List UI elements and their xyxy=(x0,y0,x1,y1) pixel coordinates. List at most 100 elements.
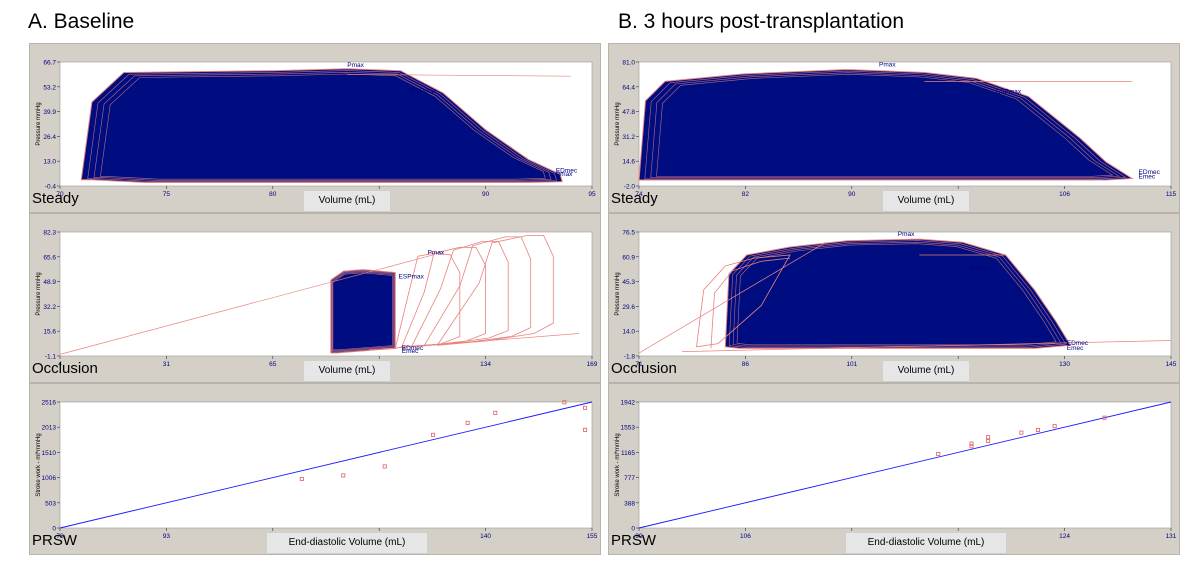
x-axis-label: Volume (mL) xyxy=(303,190,391,212)
x-tick-label: 169 xyxy=(587,361,598,368)
annotation-label: ESPmax xyxy=(399,274,425,281)
pv-loop xyxy=(80,68,563,183)
y-tick-label: 82.3 xyxy=(43,230,56,237)
y-tick-label: 503 xyxy=(45,500,56,507)
chart-svg-B-prsw: 038877711651553194299106112118124131Stro… xyxy=(615,400,1177,541)
y-tick-label: 388 xyxy=(624,500,635,507)
annotation-label: ESPmax xyxy=(411,88,437,95)
annotation-label: Emec xyxy=(402,348,419,355)
x-tick-label: 106 xyxy=(1059,191,1070,198)
reference-line xyxy=(682,340,1172,352)
y-tick-label: 14.6 xyxy=(622,159,635,166)
annotation-label: EDmec xyxy=(556,167,578,174)
chart-svg-B-occlusion: -1.814.029.645.360.976.57186101115130145… xyxy=(615,230,1177,369)
x-tick-label: 95 xyxy=(588,191,596,198)
reference-line xyxy=(59,254,435,355)
y-tick-label: 39.9 xyxy=(43,109,56,116)
annotation-label: Pmax xyxy=(347,62,364,69)
y-tick-label: 14.0 xyxy=(622,329,635,336)
x-tick-label: 115 xyxy=(1166,191,1177,198)
pv-loop-trace xyxy=(87,70,557,182)
pv-loop-outline xyxy=(423,236,532,346)
x-tick-label: 155 xyxy=(587,533,598,540)
data-point xyxy=(583,427,588,432)
y-tick-label: 15.6 xyxy=(43,329,56,336)
y-tick-label: -2.0 xyxy=(624,184,636,191)
y-axis-label: Pressure mmHg xyxy=(615,102,621,145)
y-axis-label: Stroke work - ml*mmHg xyxy=(36,433,42,496)
x-tick-label: 93 xyxy=(163,533,171,540)
data-point xyxy=(1035,428,1040,433)
y-tick-label: -1.1 xyxy=(45,354,57,361)
y-tick-label: 81.0 xyxy=(622,60,635,67)
y-tick-label: 65.6 xyxy=(43,254,56,261)
annotation-label: Pmax xyxy=(898,231,915,238)
y-tick-label: 60.9 xyxy=(622,254,635,261)
pv-loop-trace xyxy=(656,73,1114,177)
pv-loop-trace xyxy=(331,270,395,353)
y-tick-label: 53.2 xyxy=(43,84,56,91)
data-point xyxy=(936,452,941,457)
x-tick-label: 82 xyxy=(742,191,750,198)
x-axis-label: Volume (mL) xyxy=(882,190,970,212)
y-axis-label: Stroke work - ml*mmHg xyxy=(615,433,621,496)
y-tick-label: 1510 xyxy=(42,450,57,457)
reference-line xyxy=(369,333,580,351)
y-tick-label: 76.5 xyxy=(622,230,635,237)
pv-loop xyxy=(330,269,396,354)
fit-line xyxy=(59,401,593,529)
panel-tag: Steady xyxy=(32,190,79,207)
chart-svg-B-steady: -2.014.631.247.864.481.074829098106115Pr… xyxy=(615,60,1177,199)
y-tick-label: 26.4 xyxy=(43,134,56,141)
data-point xyxy=(1019,430,1024,435)
panel-tag: Occlusion xyxy=(32,360,98,377)
y-tick-label: 47.8 xyxy=(622,109,635,116)
pv-loop-outline xyxy=(696,254,791,348)
y-tick-label: 45.3 xyxy=(622,279,635,286)
y-tick-label: 777 xyxy=(624,475,635,482)
fit-line xyxy=(638,401,1172,529)
chart-panel-B-prsw: 038877711651553194299106112118124131Stro… xyxy=(608,383,1180,555)
pv-loop-trace xyxy=(650,72,1121,178)
pv-loop-trace xyxy=(732,241,1062,347)
x-tick-label: 75 xyxy=(163,191,171,198)
data-point xyxy=(431,432,436,437)
data-point xyxy=(986,435,991,440)
pv-loop xyxy=(724,238,1072,349)
x-tick-label: 70 xyxy=(56,191,64,198)
y-tick-label: 13.0 xyxy=(43,159,56,166)
x-tick-label: 140 xyxy=(480,533,491,540)
panel-tag: PRSW xyxy=(611,532,656,549)
y-tick-label: 0 xyxy=(631,526,635,533)
x-axis-label: Volume (mL) xyxy=(303,360,391,382)
panel-tag: Steady xyxy=(611,190,658,207)
y-tick-label: -0.4 xyxy=(45,184,57,191)
title-post-transplant: B. 3 hours post-transplantation xyxy=(618,10,905,33)
data-point xyxy=(299,476,304,481)
data-point xyxy=(465,420,470,425)
x-tick-label: 145 xyxy=(1166,361,1177,368)
data-point xyxy=(583,405,588,410)
pv-loop-outline xyxy=(411,241,509,348)
y-tick-label: 64.4 xyxy=(622,84,635,91)
annotation-label: ESPmax xyxy=(970,266,996,273)
annotation-label: Pmax xyxy=(556,171,573,178)
reference-line xyxy=(347,74,571,77)
pv-loop-trace xyxy=(644,70,1127,180)
chart-panel-B-occlusion: -1.814.029.645.360.976.57186101115130145… xyxy=(608,213,1180,383)
x-axis-label: Volume (mL) xyxy=(882,360,970,382)
x-tick-label: 134 xyxy=(480,361,491,368)
y-axis-label: Pressure mmHg xyxy=(36,102,42,145)
x-tick-label: 65 xyxy=(269,361,277,368)
annotation-label: Emec xyxy=(1067,345,1084,352)
x-tick-label: 130 xyxy=(1059,361,1070,368)
data-point xyxy=(969,441,974,446)
x-axis-label: End-diastolic Volume (mL) xyxy=(845,532,1007,554)
x-tick-label: 31 xyxy=(163,361,171,368)
y-axis-label: Pressure mmHg xyxy=(615,272,621,315)
data-point xyxy=(1052,424,1057,429)
pv-loop-trace xyxy=(100,73,546,180)
x-tick-label: 71 xyxy=(635,361,643,368)
x-tick-label: 124 xyxy=(1059,533,1070,540)
data-point xyxy=(562,400,567,405)
